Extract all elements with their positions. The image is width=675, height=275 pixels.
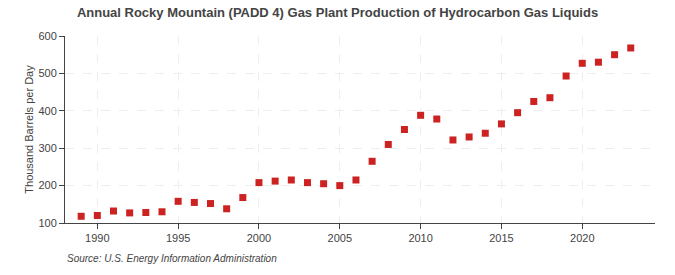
svg-text:1990: 1990 xyxy=(85,232,109,244)
svg-text:2010: 2010 xyxy=(408,232,432,244)
svg-text:Source: U.S. Energy Informatio: Source: U.S. Energy Information Administ… xyxy=(67,253,277,264)
svg-text:600: 600 xyxy=(38,30,56,42)
svg-text:2015: 2015 xyxy=(489,232,513,244)
svg-text:1995: 1995 xyxy=(166,232,190,244)
svg-text:Thousand Barrels per Day: Thousand Barrels per Day xyxy=(23,65,35,194)
svg-text:2020: 2020 xyxy=(570,232,594,244)
svg-text:400: 400 xyxy=(38,105,56,117)
svg-text:500: 500 xyxy=(38,67,56,79)
svg-text:2005: 2005 xyxy=(328,232,352,244)
svg-text:200: 200 xyxy=(38,179,56,191)
svg-text:100: 100 xyxy=(38,217,56,229)
svg-text:Annual Rocky Mountain (PADD 4): Annual Rocky Mountain (PADD 4) Gas Plant… xyxy=(77,5,598,20)
svg-text:300: 300 xyxy=(38,142,56,154)
svg-text:2000: 2000 xyxy=(247,232,271,244)
